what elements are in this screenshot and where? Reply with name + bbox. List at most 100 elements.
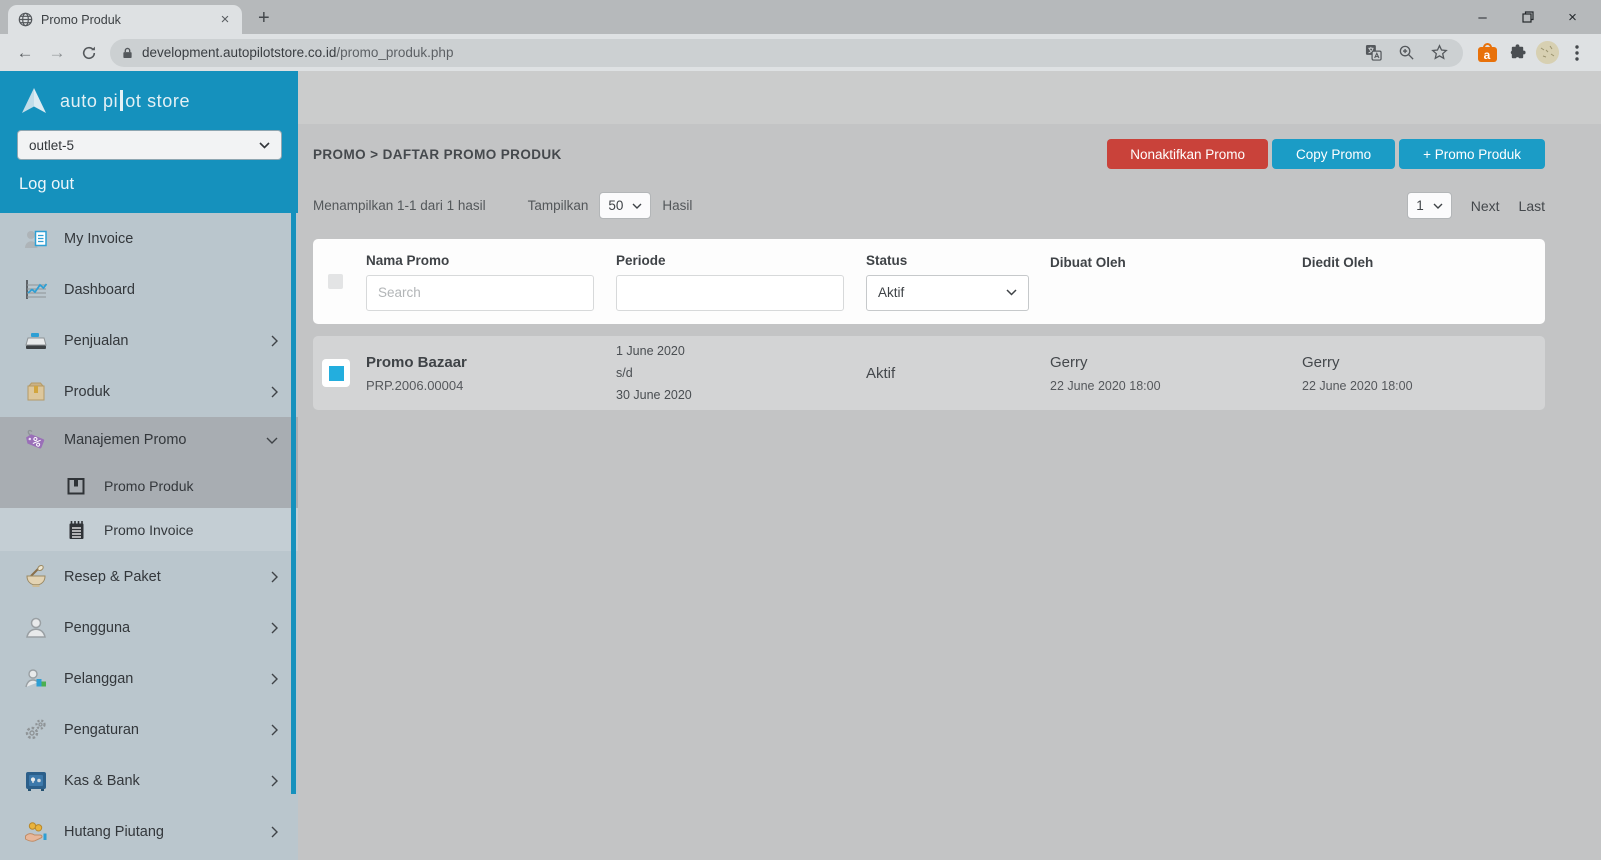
copy-promo-button[interactable]: Copy Promo [1272, 139, 1396, 169]
translate-icon[interactable] [1361, 41, 1385, 65]
pagination: 1 Next Last [1407, 192, 1545, 219]
promo-tag-icon [22, 427, 49, 454]
browser-menu-kebab-icon[interactable] [1563, 39, 1591, 67]
globe-icon [18, 12, 33, 27]
brand: auto pi ot store [0, 71, 298, 116]
edited-by: Gerry [1302, 353, 1340, 371]
add-promo-produk-button[interactable]: + Promo Produk [1399, 139, 1545, 169]
chevron-right-icon [271, 284, 278, 296]
brand-text: auto pi ot store [60, 89, 191, 111]
brand-logo-icon [19, 86, 49, 116]
column-dibuat-oleh: Dibuat Oleh [1050, 255, 1126, 270]
table-filter-header: Nama Promo Periode Status Aktif [313, 239, 1545, 324]
forward-icon[interactable]: → [48, 42, 66, 62]
reload-icon[interactable] [74, 39, 104, 67]
logout-link[interactable]: Log out [19, 175, 75, 193]
promo-name[interactable]: Promo Bazaar [366, 353, 467, 371]
safe-icon [22, 768, 49, 794]
select-all-checkbox[interactable] [328, 274, 343, 289]
sidebar-item-hutang-piutang[interactable]: Hutang Piutang [0, 806, 298, 857]
row-checkbox[interactable] [322, 359, 350, 387]
chevron-right-icon [271, 775, 278, 787]
browser-toolbar: ← → development.autopilotstore.co.id/pro… [0, 34, 1601, 71]
status-filter-select[interactable]: Aktif [866, 274, 1029, 311]
gear-icon [22, 717, 49, 743]
promo-produk-icon [62, 475, 89, 497]
periode-input[interactable] [616, 274, 844, 311]
created-by: Gerry [1050, 353, 1088, 371]
chevron-right-icon [271, 724, 278, 736]
url-text: development.autopilotstore.co.id/promo_p… [142, 45, 454, 60]
show-label: Tampilkan [527, 198, 589, 213]
chevron-down-icon [259, 141, 270, 149]
chevron-right-icon [271, 622, 278, 634]
browser-tab[interactable]: Promo Produk × [8, 5, 242, 34]
sidebar-item-pengaturan[interactable]: Pengaturan [0, 704, 298, 755]
breadcrumb: PROMO > DAFTAR PROMO PRODUK [313, 146, 562, 162]
promo-period: 1 June 2020 s/d 30 June 2020 [616, 344, 692, 402]
checkbox-checked-mark [328, 365, 344, 381]
sidebar-item-produk[interactable]: Produk [0, 366, 298, 417]
last-page-link[interactable]: Last [1518, 197, 1545, 214]
promo-status: Aktif [866, 364, 896, 382]
outlet-select[interactable]: outlet-5 [17, 130, 282, 160]
search-nama-promo-input[interactable] [366, 274, 594, 311]
zoom-icon[interactable] [1394, 41, 1418, 65]
sidebar-item-pengguna[interactable]: Pengguna [0, 602, 298, 653]
sidebar-item-pelanggan[interactable]: Pelanggan [0, 653, 298, 704]
window-minimize-icon[interactable]: – [1478, 8, 1487, 26]
customer-icon [22, 666, 49, 692]
profile-avatar[interactable] [1533, 39, 1561, 67]
deactivate-promo-button[interactable]: Nonaktifkan Promo [1107, 139, 1269, 169]
window-controls: – × [1460, 0, 1595, 34]
results-label: Hasil [662, 198, 693, 213]
sidebar-item-dashboard[interactable]: Dashboard [0, 264, 298, 315]
chevron-right-icon [271, 386, 278, 398]
tab-title: Promo Produk [41, 12, 121, 27]
sidebar: auto pi ot store outlet-5 Log out [0, 71, 298, 860]
sidebar-item-penjualan[interactable]: Penjualan [0, 315, 298, 366]
sidebar-item-kas-bank[interactable]: Kas & Bank [0, 755, 298, 806]
new-tab-button[interactable]: + [258, 7, 270, 29]
sidebar-item-promo-invoice[interactable]: Promo Invoice [0, 508, 298, 551]
store-extension-icon[interactable]: a [1473, 39, 1501, 67]
sidebar-item-resep-paket[interactable]: Resep & Paket [0, 551, 298, 602]
browser-titlebar: Promo Produk × + – × [0, 0, 1601, 34]
column-periode: Periode [616, 252, 666, 268]
lock-icon [122, 46, 133, 60]
sidebar-scrollbar[interactable] [291, 213, 296, 794]
bookmark-star-icon[interactable] [1427, 41, 1451, 65]
sidebar-header: auto pi ot store outlet-5 Log out [0, 71, 298, 213]
sidebar-item-promo-produk[interactable]: Promo Produk [0, 463, 298, 508]
user-icon [22, 615, 49, 641]
promo-invoice-icon [62, 519, 89, 541]
next-page-link[interactable]: Next [1470, 197, 1500, 214]
product-box-icon [22, 379, 49, 405]
column-status: Status [866, 252, 908, 268]
page-number-select[interactable]: 1 [1407, 192, 1452, 219]
coins-hand-icon [22, 819, 49, 845]
sidebar-item-my-invoice[interactable]: My Invoice [0, 213, 298, 264]
my-invoice-icon [22, 226, 49, 252]
table-row[interactable]: Promo Bazaar PRP.2006.00004 1 June 2020 … [313, 336, 1545, 410]
chevron-down-icon [1006, 289, 1017, 296]
chevron-right-icon [271, 571, 278, 583]
extensions-puzzle-icon[interactable] [1503, 39, 1531, 67]
main-content: PROMO > DAFTAR PROMO PRODUK Nonaktifkan … [298, 71, 1601, 860]
cash-register-icon [22, 328, 49, 354]
page-size-select[interactable]: 50 [599, 192, 652, 219]
url-bar[interactable]: development.autopilotstore.co.id/promo_p… [110, 38, 1463, 67]
mortar-pestle-icon [22, 564, 49, 590]
tab-close-icon[interactable]: × [220, 10, 230, 28]
window-close-icon[interactable]: × [1568, 8, 1577, 26]
edited-at: 22 June 2020 18:00 [1302, 378, 1413, 393]
back-icon[interactable]: ← [16, 42, 34, 62]
sidebar-item-manajemen-promo[interactable]: Manajemen Promo [0, 417, 298, 463]
window-restore-icon[interactable] [1505, 0, 1550, 34]
chevron-down-icon [266, 437, 278, 444]
chevron-right-icon [271, 673, 278, 685]
chevron-down-icon [1433, 203, 1443, 209]
dashboard-icon [22, 277, 49, 303]
promo-code: PRP.2006.00004 [366, 377, 464, 393]
